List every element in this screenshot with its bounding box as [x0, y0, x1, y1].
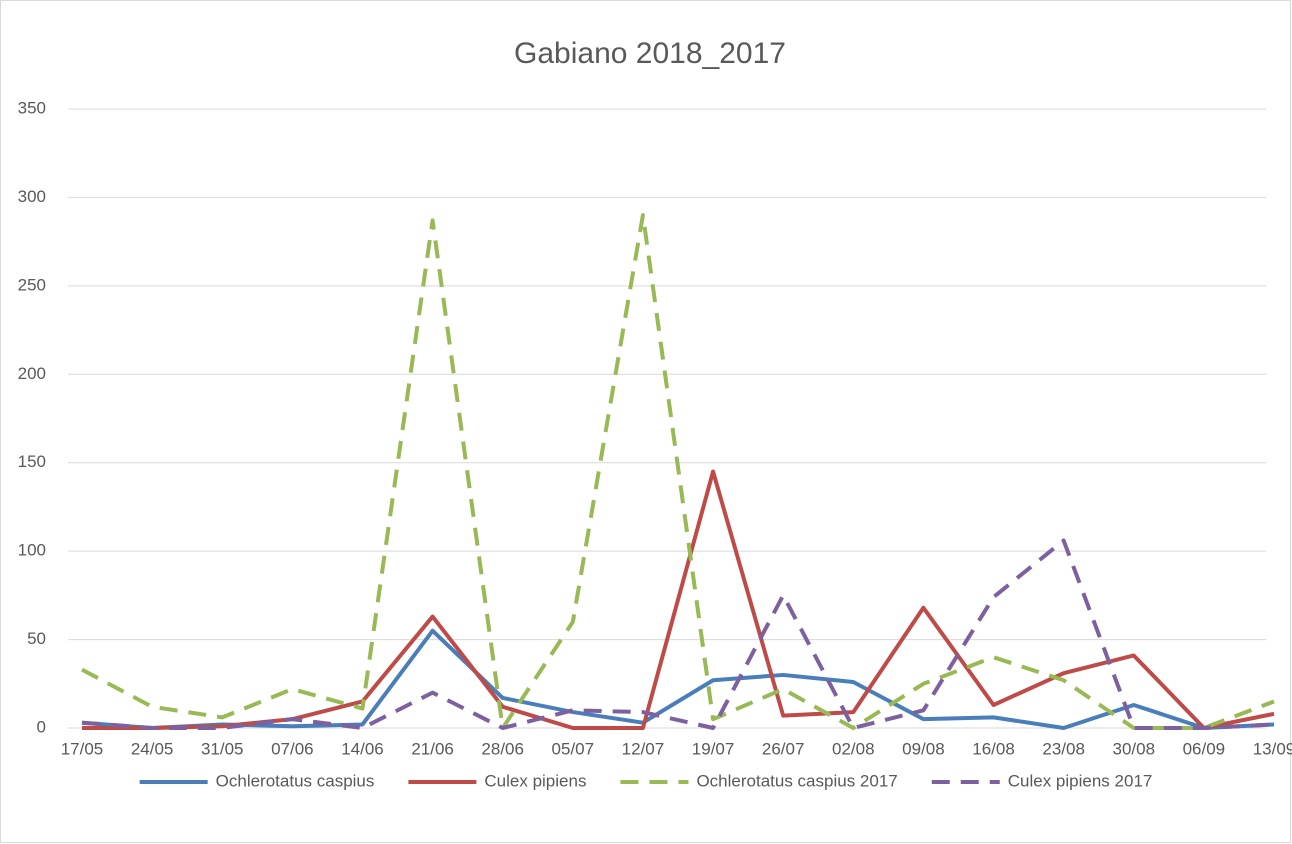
line-series: [81, 628, 1275, 730]
x-tick-label: 06/09: [1183, 739, 1226, 758]
y-tick-label: 150: [18, 452, 46, 471]
y-tick-label: 250: [18, 275, 46, 294]
legend-label: Culex pipiens 2017: [1008, 771, 1153, 790]
x-tick-label: 24/05: [131, 739, 174, 758]
x-tick-label: 09/08: [902, 739, 945, 758]
y-tick-label: 100: [18, 541, 46, 560]
legend-label: Ochlerotatus caspius 2017: [696, 771, 897, 790]
line-series: [81, 213, 1275, 730]
y-tick-label: 350: [18, 98, 46, 117]
legend-label: Ochlerotatus caspius: [216, 771, 375, 790]
line-series: [82, 469, 1275, 730]
x-tick-label: 07/06: [271, 739, 314, 758]
y-tick-label: 0: [37, 717, 46, 736]
x-tick-label: 30/08: [1112, 739, 1155, 758]
y-tick-label: 200: [18, 364, 46, 383]
y-tick-label: 50: [27, 629, 46, 648]
x-tick-label: 13/09: [1253, 739, 1292, 758]
x-tick-label: 26/07: [762, 739, 805, 758]
x-tick-label: 21/06: [411, 739, 454, 758]
x-tick-label: 16/08: [972, 739, 1015, 758]
x-tick-label: 31/05: [201, 739, 244, 758]
x-tick-label: 19/07: [692, 739, 735, 758]
x-tick-label: 12/07: [622, 739, 665, 758]
x-tick-label: 02/08: [832, 739, 875, 758]
y-tick-label: 300: [18, 187, 46, 206]
x-tick-label: 05/07: [552, 739, 595, 758]
x-tick-label: 14/06: [341, 739, 384, 758]
x-tick-label: 23/08: [1042, 739, 1085, 758]
line-series: [81, 538, 1275, 730]
x-tick-label: 28/06: [481, 739, 524, 758]
legend-label: Culex pipiens: [484, 771, 586, 790]
chart-title: Gabiano 2018_2017: [514, 37, 786, 70]
x-tick-label: 17/05: [61, 739, 104, 758]
